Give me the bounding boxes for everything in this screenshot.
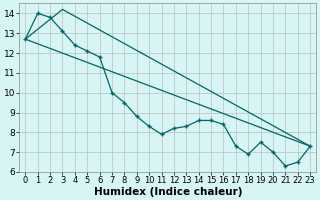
X-axis label: Humidex (Indice chaleur): Humidex (Indice chaleur) — [93, 187, 242, 197]
